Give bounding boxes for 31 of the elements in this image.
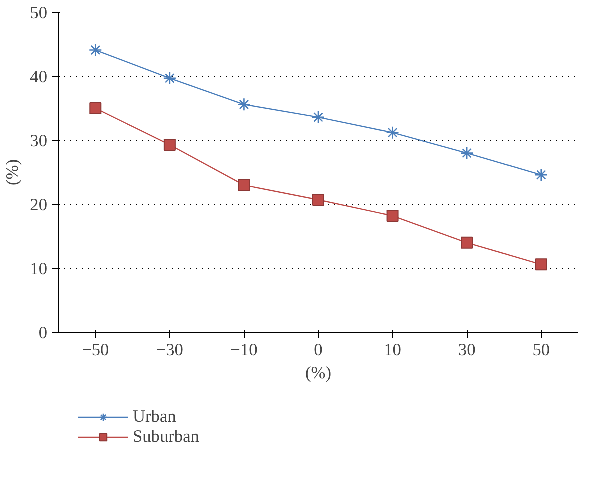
point [312, 194, 324, 206]
x-tick-label: −10 [230, 340, 258, 360]
point [386, 126, 400, 140]
y-tick-label: 30 [30, 132, 48, 150]
point [164, 138, 176, 151]
point [90, 102, 102, 114]
legend-label: Suburban [133, 427, 200, 447]
y-tick-label: 20 [30, 196, 48, 214]
y-tick-label: 40 [30, 68, 48, 86]
point [461, 236, 474, 249]
point [163, 72, 177, 86]
point [534, 168, 548, 182]
legend-label: Urban [133, 407, 176, 427]
point [386, 210, 399, 222]
point [535, 258, 548, 271]
x-tick-label: −30 [156, 340, 184, 360]
x-tick-label: 50 [532, 340, 550, 360]
point [238, 98, 251, 112]
y-tick-label: 50 [30, 4, 48, 22]
y-tick-label: 10 [30, 260, 48, 278]
point [238, 179, 250, 192]
x-tick-label: 10 [384, 340, 402, 360]
point [460, 146, 474, 160]
x-tick-label: 0 [314, 340, 323, 360]
point [312, 110, 326, 124]
x-axis-title: (%) [306, 364, 332, 382]
point [88, 44, 102, 57]
x-tick-label: −50 [82, 340, 110, 360]
y-tick-label: 0 [38, 324, 48, 342]
y-axis-title: (%) [3, 159, 22, 186]
x-tick-label: 30 [458, 340, 476, 360]
